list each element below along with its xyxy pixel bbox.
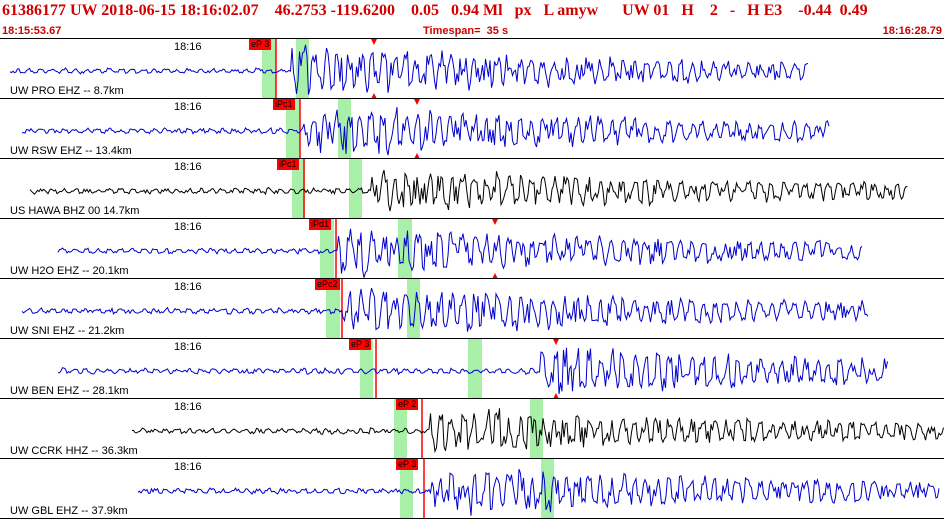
panel-hawa[interactable]: 18:16 iPc1 US HAWA BHZ 00 14.7km xyxy=(0,159,944,219)
pick-flag[interactable]: iPd1 xyxy=(309,219,332,230)
pick-flag[interactable]: eP 2 xyxy=(396,399,419,410)
seismic-trace xyxy=(29,169,908,212)
phase-window xyxy=(394,399,407,458)
header: 61386177 UW 2018-06-15 18:16:02.07 46.27… xyxy=(0,0,944,38)
pick-flag[interactable]: eP 3 xyxy=(349,339,372,350)
time-tick-label: 18:16 xyxy=(174,461,202,473)
amplitude-marker-icon xyxy=(492,273,498,278)
seismic-trace xyxy=(137,468,940,516)
end-time: 18:16:28.79 xyxy=(882,25,942,37)
station-label: UW H2O EHZ -- 20.1km xyxy=(10,265,129,277)
panel-sni[interactable]: 18:16 ePc2 UW SNI EHZ -- 21.2km xyxy=(0,279,944,339)
station-label: US HAWA BHZ 00 14.7km xyxy=(10,205,140,217)
time-tick-label: 18:16 xyxy=(174,101,202,113)
amplitude-marker-icon xyxy=(371,39,377,45)
trace-svg xyxy=(131,399,944,458)
phase-window xyxy=(400,459,413,518)
phase-window xyxy=(349,159,362,218)
amplitude-marker-icon xyxy=(371,93,377,98)
phase-window xyxy=(360,339,373,398)
trace-svg xyxy=(21,279,869,338)
seismic-trace xyxy=(21,287,869,332)
amplitude-marker-icon xyxy=(553,393,559,398)
time-tick-label: 18:16 xyxy=(174,281,202,293)
panel-ben[interactable]: 18:16 eP 3 UW BEN EHZ -- 28.1km xyxy=(0,339,944,399)
phase-window xyxy=(262,39,276,98)
trace-svg xyxy=(29,159,908,218)
event-title: 61386177 UW 2018-06-15 18:16:02.07 46.27… xyxy=(2,2,868,19)
timespan: Timespan= 35 s xyxy=(423,25,509,37)
trace-svg xyxy=(21,99,830,158)
station-label: UW GBL EHZ -- 37.9km xyxy=(10,505,128,517)
amplitude-marker-icon xyxy=(414,153,420,158)
pick-flag[interactable]: iPc1 xyxy=(273,99,295,110)
station-label: UW PRO EHZ -- 8.7km xyxy=(10,85,124,97)
station-label: UW SNI EHZ -- 21.2km xyxy=(10,325,125,337)
seismic-trace xyxy=(57,228,863,278)
seismic-trace xyxy=(131,408,944,454)
time-tick-label: 18:16 xyxy=(174,341,202,353)
panel-ccrk[interactable]: 18:16 eP 2 UW CCRK HHZ -- 36.3km xyxy=(0,399,944,459)
amplitude-marker-icon xyxy=(492,219,498,225)
phase-window xyxy=(326,279,340,338)
trace-svg xyxy=(137,459,940,518)
pick-flag[interactable]: eP 3 xyxy=(249,39,272,50)
station-label: UW BEN EHZ -- 28.1km xyxy=(10,385,129,397)
panel-gbl[interactable]: 18:16 eP 3 UW GBL EHZ -- 37.9km xyxy=(0,459,944,519)
time-tick-label: 18:16 xyxy=(174,41,202,53)
amplitude-marker-icon xyxy=(414,99,420,105)
time-tick-label: 18:16 xyxy=(174,221,202,233)
time-tick-label: 18:16 xyxy=(174,161,202,173)
time-tick-label: 18:16 xyxy=(174,401,202,413)
trace-svg xyxy=(57,339,888,398)
pick-flag[interactable]: ePc2 xyxy=(315,279,340,290)
phase-window xyxy=(286,99,300,158)
pick-flag[interactable]: iPc1 xyxy=(277,159,299,170)
seismic-trace xyxy=(9,44,809,95)
phase-window xyxy=(468,339,482,398)
phase-window xyxy=(292,159,305,218)
panel-h2o[interactable]: 18:16 iPd1 UW H2O EHZ -- 20.1km xyxy=(0,219,944,279)
seismic-trace xyxy=(57,347,888,395)
pick-flag[interactable]: eP 3 xyxy=(396,459,419,470)
panel-pro[interactable]: 18:16 eP 3 UW PRO EHZ -- 8.7km xyxy=(0,39,944,99)
phase-window xyxy=(320,219,334,278)
station-label: UW CCRK HHZ -- 36.3km xyxy=(10,445,138,457)
amplitude-marker-icon xyxy=(553,339,559,345)
phase-window xyxy=(398,219,412,278)
trace-svg xyxy=(9,39,809,98)
station-label: UW RSW EHZ -- 13.4km xyxy=(10,145,132,157)
seismogram-panels: 18:16 eP 3 UW PRO EHZ -- 8.7km 18:16 iPc… xyxy=(0,38,944,521)
seismic-trace xyxy=(21,107,830,156)
trace-svg xyxy=(57,219,863,278)
phase-window xyxy=(530,399,543,458)
start-time: 18:15:53.67 xyxy=(2,25,62,37)
panel-rsw[interactable]: 18:16 iPc1 UW RSW EHZ -- 13.4km xyxy=(0,99,944,159)
